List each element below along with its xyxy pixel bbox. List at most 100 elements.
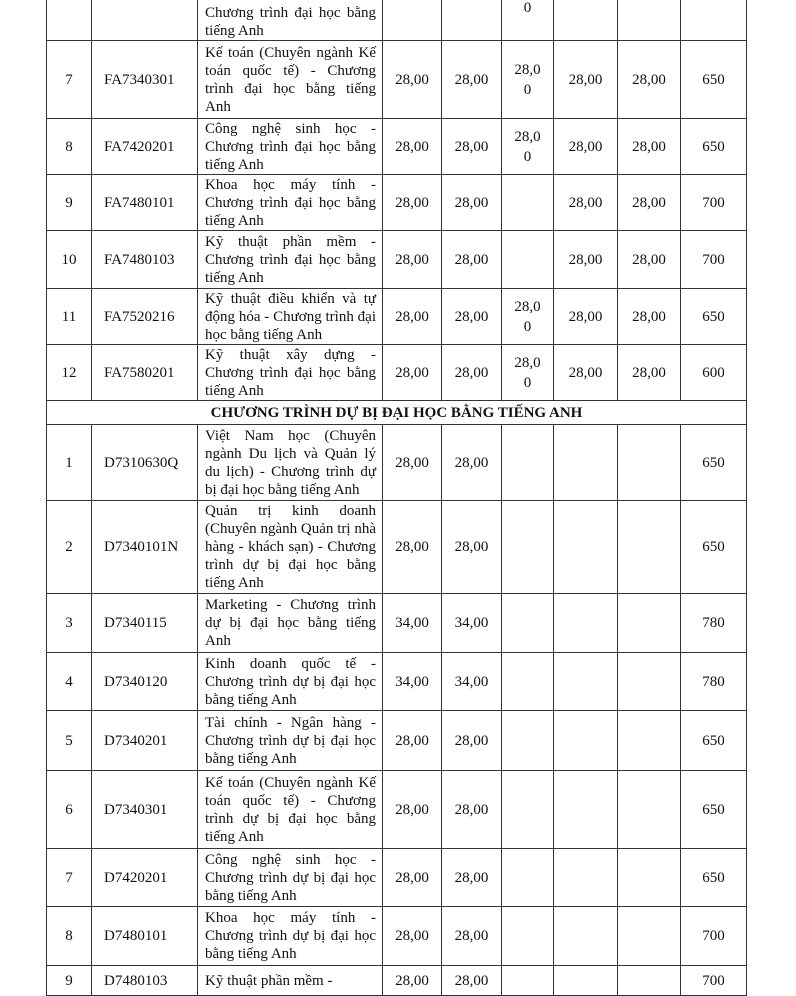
score-cell [501, 174, 554, 231]
score-cell [501, 593, 554, 653]
score-cell: 28,00 [501, 344, 554, 401]
score-cell: 28,00 [441, 770, 502, 849]
quota-cell: 700 [680, 230, 747, 289]
table-row: 7 FA7340301 Kế toán (Chuyên ngành Kế toán … [46, 40, 747, 119]
score-cell [553, 424, 618, 501]
score-cell: 28,00 [617, 288, 681, 345]
section-header-row: CHƯƠNG TRÌNH DỰ BỊ ĐẠI HỌC BẰNG TIẾNG AN… [46, 400, 747, 425]
quota-cell: 650 [680, 40, 747, 119]
quota-cell: 600 [680, 344, 747, 401]
stt-cell: 7 [46, 40, 92, 119]
score-cell [553, 965, 618, 996]
stt-cell [46, 0, 92, 41]
program-name-cell: Công nghệ sinh học - Chương trình dự bị … [197, 848, 383, 907]
code-cell: FA7480103 [91, 230, 198, 289]
score-cell: 28,00 [441, 710, 502, 771]
program-name-cell: Tài chính - Ngân hàng - Chương trình dự … [197, 710, 383, 771]
score-cell [501, 906, 554, 966]
score-cell [617, 593, 681, 653]
score-cell: 28,00 [382, 174, 442, 231]
program-name-cell: Marketing - Chương trình dự bị đại học b… [197, 593, 383, 653]
table-row: 6 D7340301 Kế toán (Chuyên ngành Kế toán q… [46, 770, 747, 849]
score-cell [501, 652, 554, 711]
score-cell: 0 [501, 0, 554, 41]
score-value: 28,00 [514, 128, 541, 165]
program-name-cell: Quản trị kinh doanh (Chuyên ngành Quản t… [197, 500, 383, 594]
stt-cell: 6 [46, 770, 92, 849]
program-name-cell: Kỹ thuật điều khiển và tự động hóa - Chư… [197, 288, 383, 345]
score-cell: 28,00 [382, 344, 442, 401]
score-cell: 28,00 [382, 848, 442, 907]
score-cell: 34,00 [441, 652, 502, 711]
quota-cell: 700 [680, 965, 747, 996]
score-cell [553, 848, 618, 907]
stt-cell: 11 [46, 288, 92, 345]
score-cell [553, 770, 618, 849]
table-row: 12 FA7580201 Kỹ thuật xây dựng - Chương tr… [46, 344, 747, 401]
stt-cell: 8 [46, 906, 92, 966]
score-cell: 28,00 [382, 500, 442, 594]
score-cell [501, 848, 554, 907]
quota-cell: 780 [680, 652, 747, 711]
code-cell: D7480101 [91, 906, 198, 966]
stt-cell: 9 [46, 174, 92, 231]
quota-cell: 650 [680, 288, 747, 345]
table-row: 5 D7340201 Tài chính - Ngân hàng - Chương … [46, 710, 747, 771]
score-cell [501, 965, 554, 996]
score-cell [553, 710, 618, 771]
code-cell: FA7580201 [91, 344, 198, 401]
score-cell [501, 424, 554, 501]
score-cell: 28,00 [553, 174, 618, 231]
table-row: 7 D7420201 Công nghệ sinh học - Chương trì… [46, 848, 747, 907]
code-cell: D7480103 [91, 965, 198, 996]
table-row: 9 D7480103 Kỹ thuật phần mềm -28,00 28,00 70… [46, 965, 747, 996]
stt-cell: 3 [46, 593, 92, 653]
score-cell: 28,00 [501, 40, 554, 119]
code-cell [91, 0, 198, 41]
score-cell [617, 652, 681, 711]
table-row: 8 FA7420201 Công nghệ sinh học - Chương tr… [46, 118, 747, 175]
quota-cell: 650 [680, 848, 747, 907]
score-cell: 28,00 [501, 118, 554, 175]
score-value: 28,00 [514, 298, 541, 335]
score-cell: 28,00 [382, 118, 442, 175]
stt-cell: 4 [46, 652, 92, 711]
table-row: 1 D7310630Q Việt Nam học (Chuyên ngành Du … [46, 424, 747, 501]
program-name-cell: Khoa học máy tính - Chương trình đại học… [197, 174, 383, 231]
code-cell: D7340201 [91, 710, 198, 771]
program-name-cell: Kỹ thuật phần mềm - [197, 965, 383, 996]
code-cell: FA7520216 [91, 288, 198, 345]
score-value: 28,00 [514, 61, 541, 98]
program-name-cell: Công nghệ sinh học - Chương trình đại họ… [197, 118, 383, 175]
score-cell: 34,00 [382, 652, 442, 711]
score-cell: 28,00 [617, 230, 681, 289]
score-cell: 28,00 [441, 230, 502, 289]
score-cell: 28,00 [441, 500, 502, 594]
table-row: 4 D7340120 Kinh doanh quốc tế - Chương trì… [46, 652, 747, 711]
score-value: 28,00 [514, 354, 541, 391]
score-cell: 28,00 [501, 288, 554, 345]
code-cell: FA7480101 [91, 174, 198, 231]
program-name-cell: Chương trình đại học bằng tiếng Anh [197, 0, 383, 41]
code-cell: D7340115 [91, 593, 198, 653]
program-name-cell: Kế toán (Chuyên ngành Kế toán quốc tế) -… [197, 770, 383, 849]
score-cell: 34,00 [441, 593, 502, 653]
score-cell [553, 500, 618, 594]
score-cell [501, 230, 554, 289]
table-row: 2 D7340101N Quản trị kinh doanh (Chuyên ng… [46, 500, 747, 594]
stt-cell: 10 [46, 230, 92, 289]
stt-cell: 5 [46, 710, 92, 771]
quota-cell: 650 [680, 424, 747, 501]
score-cell: 28,00 [382, 906, 442, 966]
score-cell: 28,00 [441, 174, 502, 231]
score-cell: 28,00 [382, 710, 442, 771]
section-title: CHƯƠNG TRÌNH DỰ BỊ ĐẠI HỌC BẰNG TIẾNG AN… [46, 400, 747, 425]
score-cell [553, 593, 618, 653]
score-cell [501, 770, 554, 849]
quota-cell: 650 [680, 710, 747, 771]
score-cell: 28,00 [441, 424, 502, 501]
score-cell: 28,00 [617, 344, 681, 401]
stt-cell: 2 [46, 500, 92, 594]
stt-cell: 7 [46, 848, 92, 907]
score-cell: 28,00 [382, 965, 442, 996]
